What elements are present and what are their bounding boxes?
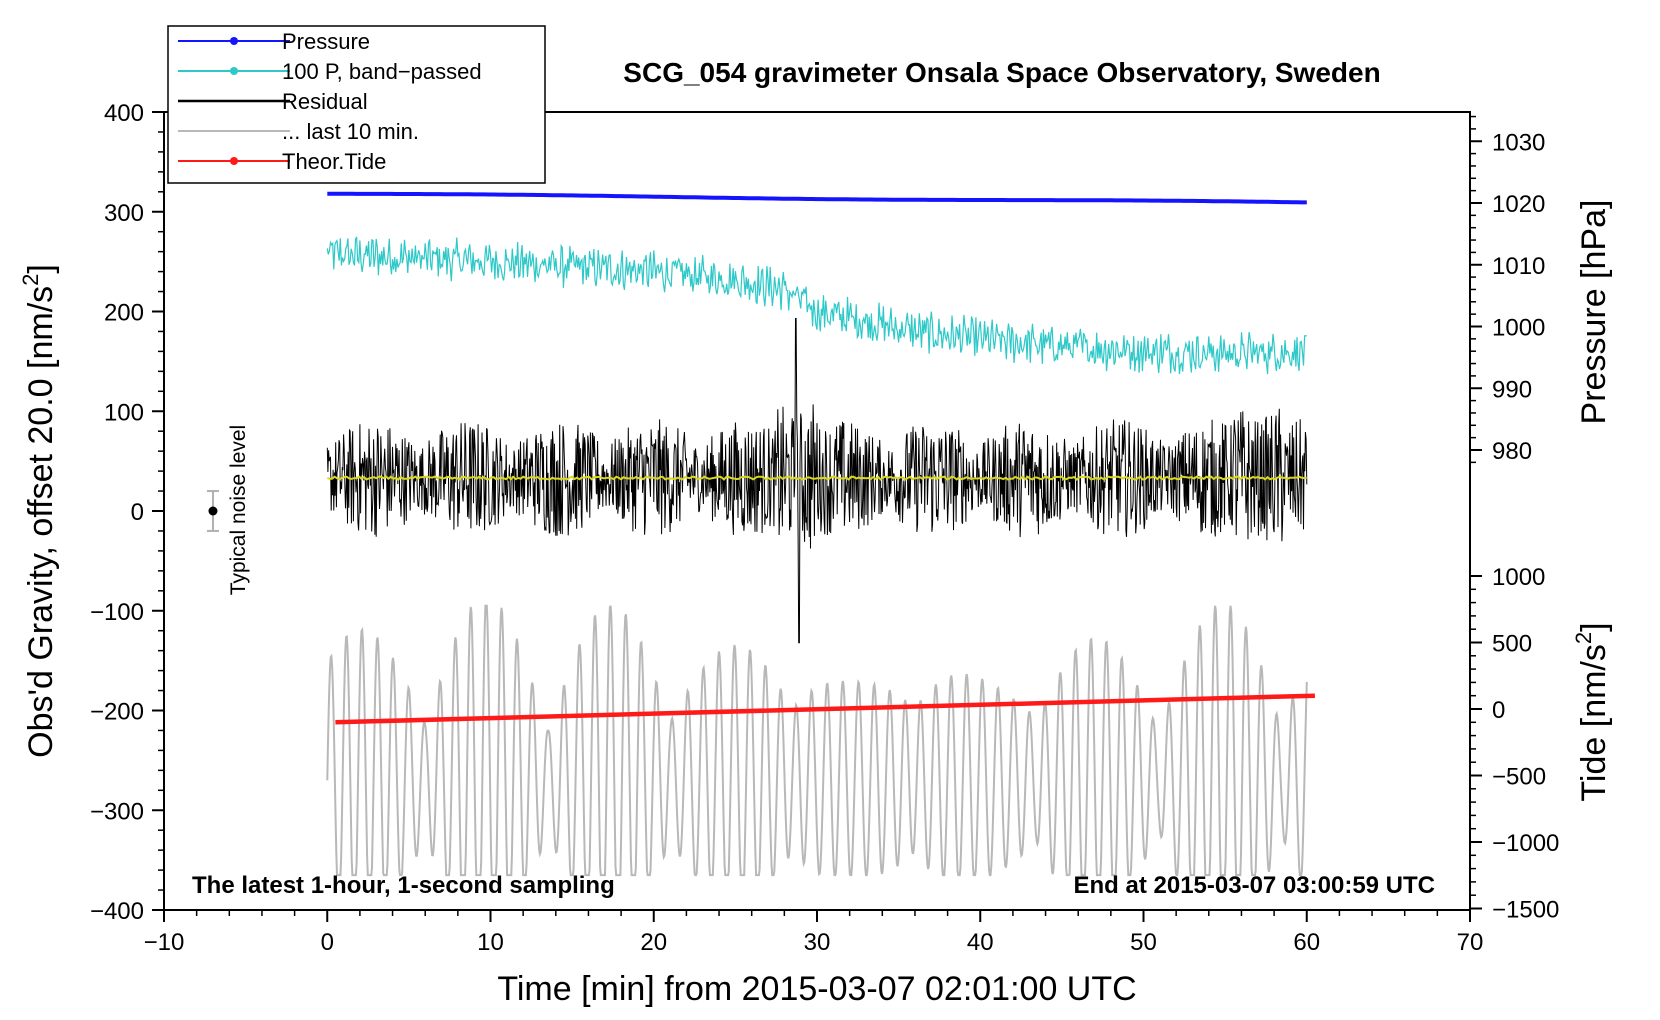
x-tick-label: 40 [967, 929, 994, 956]
y-axis-title: Obs'd Gravity, offset 20.0 [nm/s2] [18, 264, 60, 758]
pressure-axis-ticks: 1030 1020 1010 1000 990 980 [1470, 115, 1545, 465]
tide-tick-label: −1000 [1492, 830, 1559, 857]
legend-label: Theor.Tide [282, 149, 386, 174]
tide-axis-title-main: Tide [nm/s [1575, 644, 1613, 801]
series-pressure-line [327, 191, 1307, 205]
x-tick-label: 60 [1293, 929, 1320, 956]
series-layer [326, 191, 1315, 877]
tide-axis-title-close: ] [1575, 622, 1613, 631]
x-tick-label: 30 [804, 929, 831, 956]
tide-axis-title: Tide [nm/s2] [1571, 622, 1613, 801]
note-left: The latest 1-hour, 1-second sampling [192, 872, 615, 899]
y-tick-label: 400 [104, 100, 144, 127]
noise-label: Typical noise level [227, 425, 250, 595]
noise-dot [208, 506, 218, 516]
x-axis-ticks: −10 0 10 20 30 40 50 60 70 [144, 910, 1484, 956]
tide-tick-label: 0 [1492, 697, 1505, 724]
series-last-10-min-line [326, 604, 1308, 877]
x-tick-label: −10 [144, 929, 185, 956]
legend-label: Residual [282, 89, 368, 114]
note-right: End at 2015-03-07 03:00:59 UTC [1074, 872, 1436, 899]
tide-axis-ticks: 1000 500 0 −500 −1000 −1500 [1470, 564, 1559, 924]
pressure-tick-label: 980 [1492, 438, 1532, 465]
legend: Pressure 100 P, band−passed Residual ... la… [167, 25, 546, 184]
y-tick-label: 200 [104, 300, 144, 327]
legend-marker [230, 67, 238, 75]
x-tick-label: 50 [1130, 929, 1157, 956]
y-tick-label: 100 [104, 399, 144, 426]
pressure-tick-label: 1010 [1492, 253, 1545, 280]
y-tick-label: 0 [131, 499, 144, 526]
y-axis-title-main: Obs'd Gravity, offset 20.0 [nm/s [22, 286, 60, 758]
x-tick-label: 10 [477, 929, 504, 956]
series-residual-line [326, 318, 1308, 644]
y-tick-label: −200 [90, 699, 144, 726]
tide-tick-label: −1500 [1492, 897, 1559, 924]
x-tick-label: 20 [640, 929, 667, 956]
tide-tick-label: 500 [1492, 631, 1532, 658]
pressure-tick-label: 1020 [1492, 191, 1545, 218]
tide-tick-label: −500 [1492, 764, 1546, 791]
x-axis-title: Time [min] from 2015-03-07 02:01:00 UTC [497, 970, 1136, 1008]
y-axis-ticks: 400 300 200 100 0 −100 −200 −300 −400 [90, 100, 164, 925]
y-tick-label: −400 [90, 898, 144, 925]
series-residual-smoothed-line [327, 475, 1307, 481]
y-tick-label: −100 [90, 599, 144, 626]
series-tide-line [335, 693, 1315, 725]
tide-tick-label: 1000 [1492, 564, 1545, 591]
pressure-tick-label: 990 [1492, 376, 1532, 403]
x-tick-label: 0 [321, 929, 334, 956]
chart-title: SCG_054 gravimeter Onsala Space Observat… [623, 57, 1380, 88]
y-axis-title-sup: 2 [18, 274, 43, 286]
x-tick-label: 70 [1457, 929, 1484, 956]
legend-label: ... last 10 min. [282, 119, 419, 144]
legend-marker [230, 37, 238, 45]
series-band-passed-line [326, 236, 1307, 375]
y-tick-label: 300 [104, 200, 144, 227]
legend-label: Pressure [282, 29, 370, 54]
pressure-axis-title: Pressure [hPa] [1575, 200, 1613, 425]
noise-indicator: Typical noise level [206, 425, 250, 595]
legend-box [167, 25, 546, 184]
y-axis-title-close: ] [22, 264, 60, 273]
y-tick-label: −300 [90, 798, 144, 825]
pressure-tick-label: 1030 [1492, 129, 1545, 156]
legend-label: 100 P, band−passed [282, 59, 482, 84]
pressure-tick-label: 1000 [1492, 315, 1545, 342]
tide-axis-title-sup: 2 [1571, 632, 1596, 644]
legend-marker [230, 157, 238, 165]
